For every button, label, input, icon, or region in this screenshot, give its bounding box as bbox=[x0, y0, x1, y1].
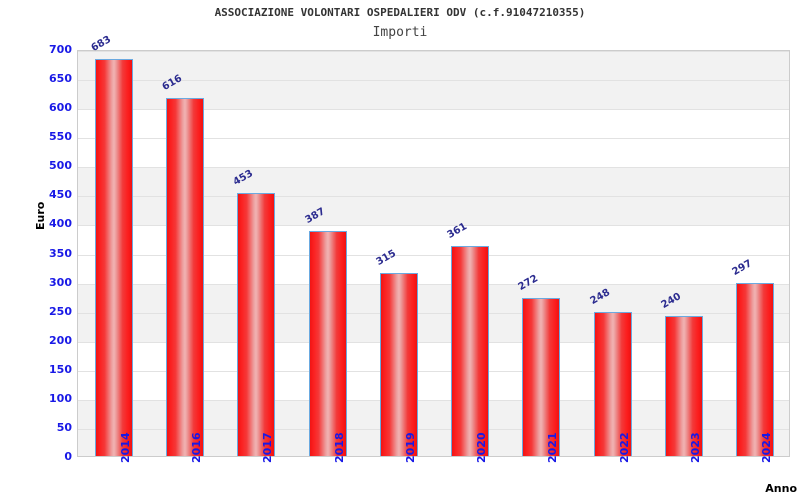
y-tick-label: 0 bbox=[64, 450, 72, 463]
x-tick-label: 2024 bbox=[760, 432, 774, 463]
x-tick-label: 2014 bbox=[118, 432, 132, 463]
y-tick-label: 600 bbox=[49, 101, 72, 115]
bar bbox=[665, 316, 704, 456]
y-tick-label: 650 bbox=[49, 72, 72, 86]
y-tick-label: 400 bbox=[49, 217, 72, 231]
y-tick-label: 700 bbox=[49, 43, 72, 56]
gridline bbox=[78, 80, 789, 82]
chart-subtitle: Importi bbox=[372, 25, 428, 40]
gridline bbox=[78, 109, 789, 111]
chart-title: ASSOCIAZIONE VOLONTARI OSPEDALIERI ODV (… bbox=[214, 6, 586, 19]
gridline bbox=[78, 370, 789, 372]
y-tick-label: 350 bbox=[49, 246, 72, 260]
gridline bbox=[78, 167, 789, 169]
gridline bbox=[78, 196, 789, 198]
bar bbox=[736, 283, 775, 456]
y-axis-title: Euro bbox=[34, 201, 47, 230]
bar bbox=[94, 58, 133, 456]
x-tick-label: 2020 bbox=[475, 432, 489, 463]
bar bbox=[308, 231, 347, 456]
bar bbox=[451, 246, 490, 456]
x-tick-label: 2017 bbox=[261, 432, 275, 463]
y-axis-tick-labels: 700 650 600 550 500 450 400 350 300 250 200 150 100 5… bbox=[8, 0, 72, 500]
y-tick-label: 550 bbox=[49, 130, 72, 144]
x-tick-label: 2019 bbox=[403, 432, 417, 463]
x-axis-title: Anno bbox=[765, 482, 797, 495]
x-tick-label: 2021 bbox=[546, 432, 560, 463]
gridline bbox=[78, 254, 789, 256]
bar bbox=[165, 97, 204, 456]
y-tick-label: 500 bbox=[49, 159, 72, 173]
bar bbox=[522, 297, 561, 456]
x-tick-label: 2022 bbox=[617, 432, 631, 463]
gridline bbox=[78, 399, 789, 401]
y-tick-label: 300 bbox=[49, 275, 72, 289]
bar bbox=[379, 272, 418, 456]
x-tick-label: 2023 bbox=[689, 432, 703, 463]
y-tick-label: 100 bbox=[49, 391, 72, 405]
gridline bbox=[78, 312, 789, 314]
y-tick-label: 150 bbox=[49, 362, 72, 376]
y-tick-label: 200 bbox=[49, 333, 72, 347]
bar bbox=[593, 311, 632, 456]
gridline bbox=[78, 428, 789, 430]
y-tick-label: 250 bbox=[49, 304, 72, 318]
bar bbox=[237, 192, 276, 456]
gridline bbox=[78, 341, 789, 343]
x-tick-label: 2018 bbox=[332, 432, 346, 463]
gridline bbox=[78, 283, 789, 285]
plot-area bbox=[77, 50, 790, 457]
gridline bbox=[78, 225, 789, 227]
y-tick-label: 450 bbox=[49, 188, 72, 202]
gridline bbox=[78, 51, 789, 52]
x-tick-label: 2016 bbox=[189, 432, 203, 463]
y-tick-label: 50 bbox=[56, 420, 72, 434]
gridline bbox=[78, 138, 789, 140]
